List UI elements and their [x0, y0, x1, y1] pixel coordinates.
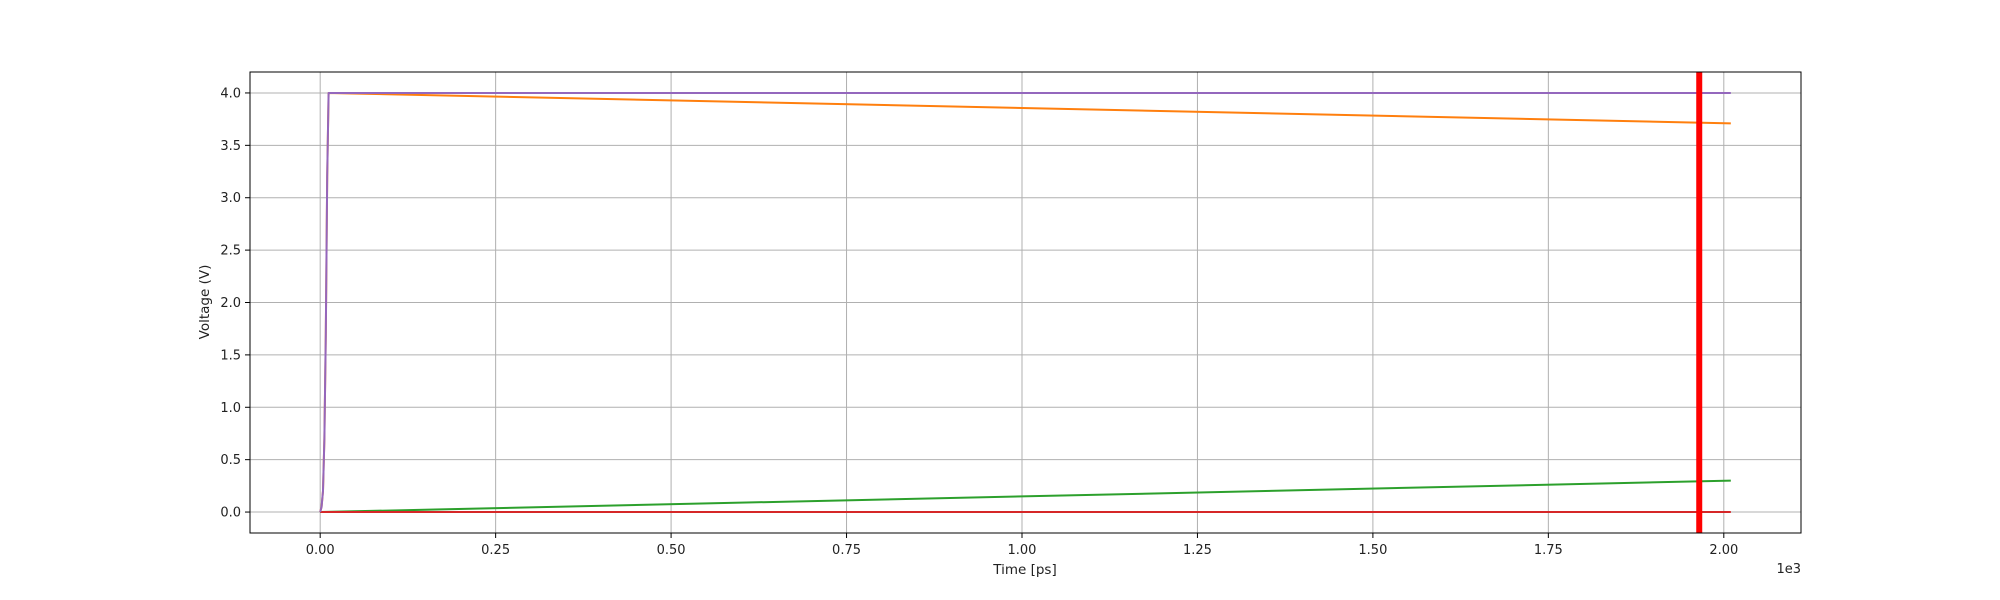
- series-line-4: [319, 91, 1731, 513]
- y-axis-label: Voltage (V): [197, 265, 213, 340]
- y-tick-label: 4.0: [220, 86, 241, 101]
- x-tick-label: 1.50: [1358, 543, 1387, 558]
- x-tick-label: 0.25: [481, 543, 510, 558]
- y-tick-label: 0.0: [220, 506, 241, 521]
- y-tick-label: 3.0: [220, 191, 241, 206]
- grid-lines: [250, 72, 1801, 533]
- x-tick-label: 2.00: [1709, 543, 1738, 558]
- y-tick-label: 2.5: [220, 244, 241, 259]
- x-tick-label: 1.25: [1183, 543, 1212, 558]
- x-axis-offset-label: 1e3: [1776, 562, 1801, 577]
- x-tick-label: 0.00: [306, 543, 335, 558]
- y-tick-label: 3.5: [220, 139, 241, 154]
- x-axis-label: Time [ps]: [992, 562, 1056, 578]
- axis-ticks: 0.00 0.25 0.50 0.75 1.00 1.25 1.50 1.75 2.00 0.0 0…: [220, 86, 1738, 558]
- x-tick-label: 0.75: [832, 543, 861, 558]
- x-tick-label: 1.75: [1534, 543, 1563, 558]
- series-line-2: [320, 479, 1731, 514]
- series-lines: [319, 91, 1731, 514]
- y-tick-label: 1.0: [220, 401, 241, 416]
- x-tick-label: 1.00: [1008, 543, 1037, 558]
- y-tick-label: 1.5: [220, 348, 241, 363]
- y-tick-label: 2.0: [220, 296, 241, 311]
- x-tick-label: 0.50: [657, 543, 686, 558]
- y-tick-label: 0.5: [220, 453, 241, 468]
